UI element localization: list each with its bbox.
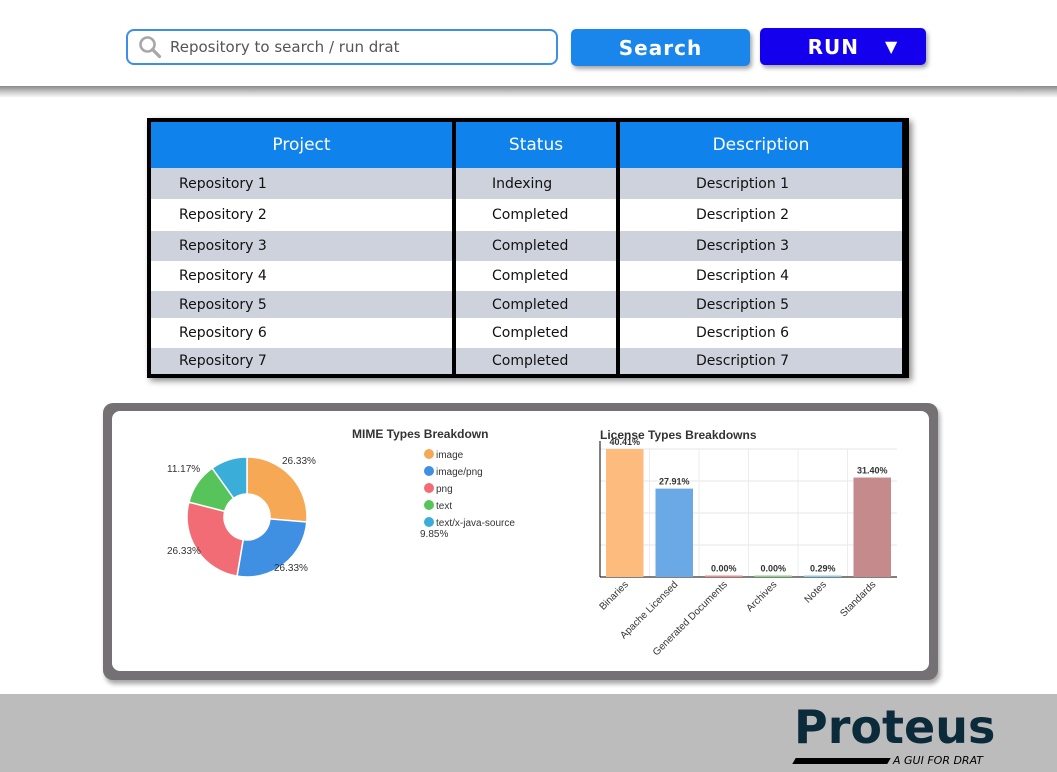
legend-label: text: [436, 501, 452, 512]
legend-marker: [424, 466, 434, 476]
table-cell-project: Repository 3: [151, 231, 452, 261]
search-input[interactable]: [170, 38, 540, 56]
brand-underline: [792, 758, 891, 764]
table-cell-status: Completed: [492, 207, 569, 223]
table-cell-status: Completed: [456, 291, 616, 318]
charts-panel-inner: 26.33% 26.33% 26.33% 11.17% 9.85% MIME Types …: [112, 411, 929, 671]
search-button-label: Search: [618, 35, 703, 60]
pie-value-label: 26.33%: [282, 456, 316, 467]
pie-slice: [186, 501, 245, 578]
bar-value-label: 0.29%: [810, 564, 836, 574]
table-cell-project: Repository 1: [151, 168, 452, 199]
table-cell-status: Indexing: [456, 168, 616, 199]
table-cell-status: Completed: [492, 325, 569, 341]
table-cell-description: Description 5: [620, 291, 902, 318]
pie-value-label: 9.85%: [420, 529, 448, 540]
legend-marker: [424, 500, 434, 510]
bar: [655, 488, 693, 577]
table-cell-description: Description 6: [696, 325, 790, 341]
column-header-status[interactable]: Status: [456, 122, 616, 168]
column-project: Project Repository 1 Repository 2 Reposito…: [151, 122, 452, 374]
bar-category-label: Standards: [838, 579, 878, 619]
bar-value-label: 40.41%: [609, 437, 640, 447]
legend-label: text/x-java-source: [436, 518, 515, 529]
table-cell-project: Repository 4: [179, 268, 267, 284]
table-cell-project: Repository 6: [179, 325, 267, 341]
pie-chart-title: MIME Types Breakdown: [352, 427, 488, 441]
legend-label: image: [436, 450, 464, 461]
pie-value-label: 26.33%: [167, 546, 201, 557]
table-columns: Project Repository 1 Repository 2 Reposito…: [151, 122, 905, 374]
top-bar-divider: [0, 86, 1057, 98]
bar-value-label: 31.40%: [857, 466, 888, 476]
table-cell-project: Repository 7: [151, 348, 452, 374]
legend-marker: [424, 449, 434, 459]
bar-category-label: Archives: [744, 579, 779, 614]
column-description: Description Description 1 Description 2 De…: [620, 122, 902, 374]
table-cell-project: Repository 2: [179, 207, 267, 223]
top-bar: Search RUN ▼: [0, 0, 1057, 88]
table-cell-description: Description 4: [696, 268, 790, 284]
legend-label: png: [436, 484, 453, 495]
run-button[interactable]: RUN ▼: [760, 28, 926, 65]
bar: [606, 449, 644, 577]
bar-category-label: Binaries: [598, 579, 631, 612]
bar-chart-title: License Types Breakdowns: [600, 428, 757, 442]
charts-panel: 26.33% 26.33% 26.33% 11.17% 9.85% MIME Types …: [103, 403, 938, 680]
pie-slice: [246, 456, 308, 523]
table-cell-description: Description 7: [620, 348, 902, 374]
table-cell-description: Description 1: [620, 168, 902, 199]
bar: [705, 575, 743, 577]
table-cell-status: Completed: [456, 348, 616, 374]
run-button-label: RUN: [807, 34, 860, 59]
bar-value-label: 0.00%: [711, 564, 737, 574]
pie-value-label: 26.33%: [274, 563, 308, 574]
bar: [804, 575, 842, 577]
bar-category-label: Notes: [803, 579, 829, 605]
column-header-project[interactable]: Project: [151, 122, 452, 168]
bar-value-label: 0.00%: [760, 564, 786, 574]
legend-marker: [424, 483, 434, 493]
bar: [754, 575, 792, 577]
charts-svg: 26.33% 26.33% 26.33% 11.17% 9.85% MIME Types …: [167, 427, 897, 658]
legend-marker: [424, 517, 434, 527]
pie-value-label: 11.17%: [167, 464, 200, 475]
table-cell-project: Repository 5: [151, 291, 452, 318]
table-cell-status: Completed: [456, 231, 616, 261]
repository-table: Project Repository 1 Repository 2 Reposito…: [147, 118, 909, 378]
caret-down-icon: ▼: [885, 37, 899, 56]
search-button[interactable]: Search: [571, 29, 750, 66]
table-cell-description: Description 2: [696, 207, 790, 223]
search-icon: [139, 36, 162, 59]
column-header-description[interactable]: Description: [620, 122, 902, 168]
brand-logo: Proteus: [794, 700, 996, 754]
table-cell-description: Description 3: [620, 231, 902, 261]
legend-label: image/png: [436, 467, 483, 478]
pie-slice: [236, 518, 308, 578]
bar-value-label: 27.91%: [659, 477, 690, 487]
brand-tagline: A GUI FOR DRAT: [893, 754, 984, 767]
pie-slice: [211, 456, 248, 500]
column-status: Status Indexing Completed Completed Complet…: [456, 122, 616, 374]
table-cell-status: Completed: [492, 268, 569, 284]
bar: [853, 477, 891, 577]
search-box[interactable]: [126, 29, 558, 65]
